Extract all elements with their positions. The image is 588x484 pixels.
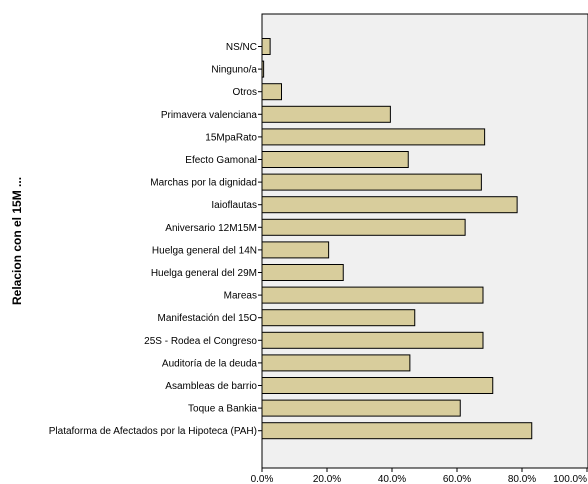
x-tick-label: 100.0% — [553, 474, 587, 484]
bar — [261, 241, 330, 259]
category-label: Primavera valenciana — [161, 110, 258, 121]
bar — [261, 286, 484, 304]
category-label: Toque a Bankia — [188, 404, 257, 415]
category-label: Huelga general del 29M — [151, 268, 257, 279]
x-axis-ticks-group: 0.0% 20.0% 40.0% 60.0% 80.0% 100.0% — [251, 468, 588, 484]
category-label: Auditoría de la deuda — [162, 358, 258, 369]
bar — [261, 264, 344, 281]
bar — [261, 128, 486, 146]
x-tick-label: 0.0% — [251, 474, 274, 484]
category-label: Mareas — [224, 291, 257, 302]
category-label: Otros — [233, 87, 257, 98]
category-label: Efecto Gamonal — [185, 155, 257, 166]
category-labels-group: NS/NC Ninguno/a Otros Primavera valenciana 1… — [49, 42, 262, 437]
category-label: Huelga general del 14N — [152, 245, 257, 256]
bar — [261, 399, 461, 417]
category-label: Aniversario 12M15M — [165, 223, 257, 234]
bar — [261, 173, 482, 191]
bar — [261, 218, 466, 236]
category-label: Asambleas de barrio — [165, 381, 257, 392]
x-tick-label: 80.0% — [508, 474, 536, 484]
category-label: Manifestación del 15O — [157, 313, 257, 324]
bar — [261, 354, 411, 372]
category-label: Ninguno/a — [211, 65, 257, 76]
y-axis-title: Relacion con el 15M ... — [10, 177, 24, 305]
bar — [261, 105, 391, 123]
x-tick-label: 40.0% — [378, 474, 406, 484]
bar — [261, 60, 265, 78]
bar — [261, 151, 409, 168]
category-label: NS/NC — [226, 42, 257, 53]
x-tick-label: 60.0% — [443, 474, 471, 484]
bar — [261, 309, 416, 327]
category-label: Plataforma de Afectados por la Hipoteca … — [49, 426, 257, 437]
bar — [261, 196, 518, 214]
bar — [261, 38, 271, 55]
bar — [261, 377, 494, 394]
category-label: 25S - Rodea el Congreso — [144, 336, 257, 347]
bars-group — [261, 38, 533, 440]
category-label: 15MpaRato — [205, 132, 257, 143]
bar — [261, 422, 533, 440]
x-tick-label: 20.0% — [313, 474, 341, 484]
bar — [261, 83, 282, 101]
bar — [261, 331, 484, 349]
category-label: Iaioflautas — [211, 200, 257, 211]
category-label: Marchas por la dignidad — [150, 178, 257, 189]
